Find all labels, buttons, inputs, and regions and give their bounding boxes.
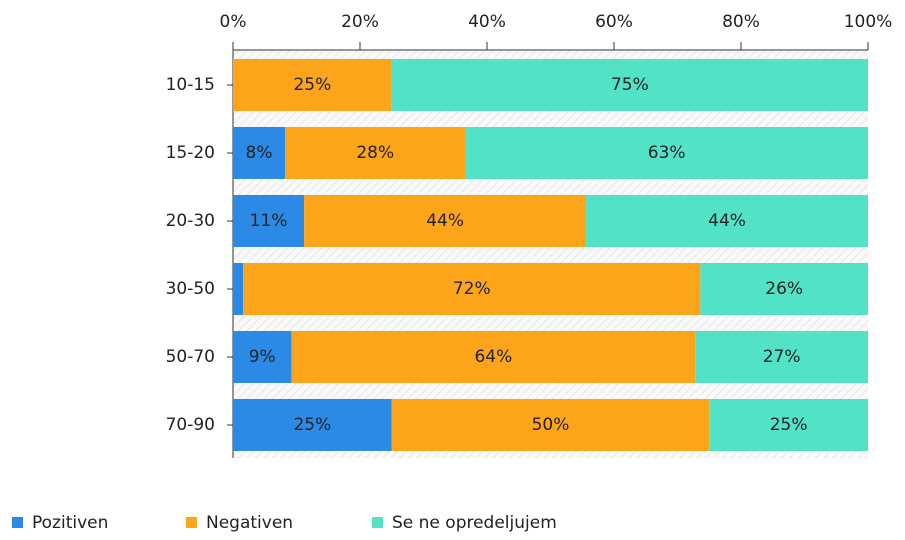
data-label: 9% bbox=[249, 347, 276, 367]
data-label: 75% bbox=[611, 75, 649, 95]
data-label: 11% bbox=[250, 211, 288, 231]
y-tick-label: 20-30 bbox=[166, 211, 215, 231]
data-label: 8% bbox=[246, 143, 273, 163]
bar-segment bbox=[291, 331, 696, 383]
legend-swatch bbox=[186, 517, 197, 528]
bar-segment bbox=[233, 127, 286, 179]
bar-segment bbox=[391, 399, 710, 451]
bar-segment bbox=[700, 263, 868, 315]
bar-segment bbox=[304, 195, 587, 247]
bar-segment bbox=[233, 195, 305, 247]
y-tick-label: 50-70 bbox=[166, 347, 215, 367]
legend-label: Se ne opredeljujem bbox=[392, 513, 557, 533]
data-label: 26% bbox=[765, 279, 803, 299]
legend-swatch bbox=[372, 517, 383, 528]
bar-segment bbox=[695, 331, 868, 383]
x-tick-label: 60% bbox=[595, 12, 633, 32]
data-label: 25% bbox=[293, 75, 331, 95]
data-label: 64% bbox=[474, 347, 512, 367]
y-tick-label: 30-50 bbox=[166, 279, 215, 299]
x-tick-label: 100% bbox=[844, 12, 893, 32]
y-tick-label: 10-15 bbox=[166, 75, 215, 95]
data-label: 25% bbox=[293, 415, 331, 435]
bar-segment bbox=[465, 127, 868, 179]
x-tick-label: 0% bbox=[220, 12, 247, 32]
y-tick-label: 70-90 bbox=[166, 415, 215, 435]
bar-segment bbox=[233, 59, 392, 111]
data-label: 44% bbox=[708, 211, 746, 231]
legend-label: Negativen bbox=[206, 513, 293, 533]
bar-segment bbox=[233, 263, 244, 315]
data-label: 28% bbox=[356, 143, 394, 163]
y-tick-label: 15-20 bbox=[166, 143, 215, 163]
data-label: 72% bbox=[453, 279, 491, 299]
legend-swatch bbox=[12, 517, 23, 528]
data-label: 44% bbox=[426, 211, 464, 231]
bar-segment bbox=[233, 331, 292, 383]
data-label: 63% bbox=[648, 143, 686, 163]
data-label: 50% bbox=[532, 415, 570, 435]
bar-segment bbox=[586, 195, 868, 247]
bar-segment bbox=[709, 399, 868, 451]
bar-segment bbox=[243, 263, 701, 315]
x-tick-label: 80% bbox=[722, 12, 760, 32]
legend-label: Pozitiven bbox=[32, 513, 108, 533]
bar-segment bbox=[233, 399, 392, 451]
bar-segment bbox=[391, 59, 868, 111]
bar-segment bbox=[285, 127, 466, 179]
data-label: 25% bbox=[770, 415, 808, 435]
data-label: 27% bbox=[763, 347, 801, 367]
x-tick-label: 40% bbox=[468, 12, 506, 32]
x-tick-label: 20% bbox=[341, 12, 379, 32]
plot-background bbox=[233, 50, 868, 458]
